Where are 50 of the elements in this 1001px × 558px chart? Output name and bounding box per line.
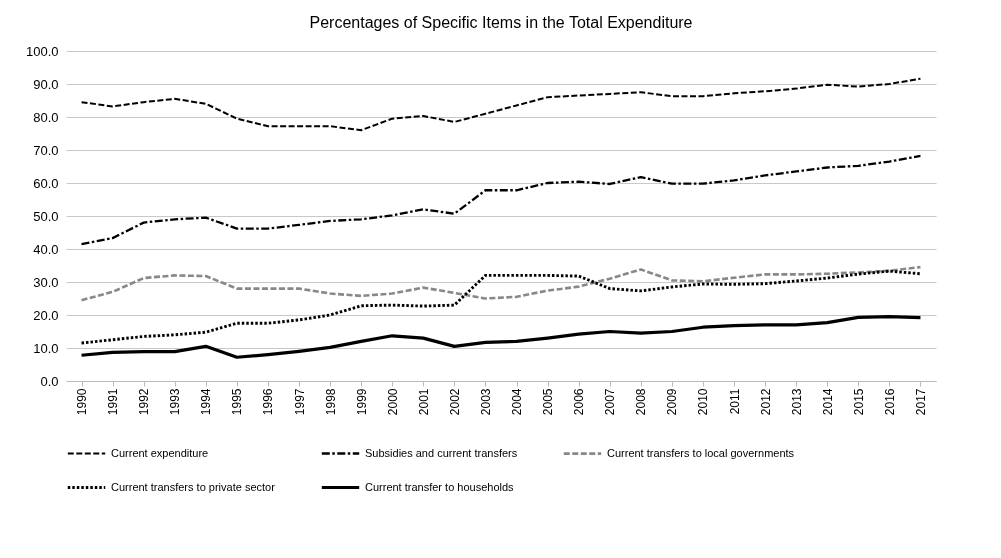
legend-label: Current transfer to households: [365, 480, 515, 493]
y-tick-label: 80.0: [33, 109, 59, 125]
line-series: [80, 77, 922, 132]
x-tick-label: 2013: [789, 388, 804, 416]
x-tick-label: 2003: [478, 388, 493, 416]
x-tick-label: 1999: [354, 388, 369, 416]
legend-label: Current transfers to local governments: [607, 446, 795, 459]
x-tick-label: 1994: [199, 388, 214, 416]
y-tick-label: 40.0: [33, 241, 59, 257]
x-tick-label: 2011: [727, 388, 742, 415]
y-tick-label: 50.0: [33, 208, 59, 224]
x-tick-label: 2009: [665, 388, 680, 416]
x-tick-label: 1992: [137, 388, 152, 416]
chart-title: Percentages of Specific Items in the Total Expenditure: [309, 14, 693, 31]
x-tick-label: 2000: [385, 388, 400, 416]
y-tick-label: 70.0: [33, 142, 59, 158]
x-tick-label: 2016: [882, 388, 897, 416]
x-tick-label: 2015: [851, 388, 866, 416]
x-tick-label: 2012: [758, 388, 773, 416]
x-tick-label: 2010: [696, 388, 711, 416]
y-tick-label: 30.0: [33, 274, 59, 290]
x-tick-label: 1997: [292, 388, 307, 416]
y-tick-label: 0.0: [40, 373, 59, 389]
y-tick-label: 60.0: [33, 175, 59, 191]
x-tick-label: 2005: [541, 388, 556, 416]
x-tick-label: 1990: [75, 388, 90, 416]
line-series: [80, 265, 922, 302]
x-tick-label: 1991: [106, 388, 121, 416]
x-tick-label: 2001: [416, 388, 431, 416]
line-series: [80, 269, 922, 345]
x-tick-label: 1993: [168, 388, 183, 416]
x-tick-label: 2002: [447, 388, 462, 416]
y-tick-label: 10.0: [33, 340, 59, 356]
x-tick-label: 1998: [323, 388, 338, 416]
x-tick-label: 2017: [913, 388, 928, 416]
legend-label: Subsidies and current transfers: [365, 446, 518, 459]
legend-label: Current transfers to private sector: [111, 480, 276, 493]
y-tick-label: 20.0: [33, 307, 59, 323]
y-tick-label: 90.0: [33, 76, 59, 92]
x-tick-label: 1996: [261, 388, 276, 416]
x-tick-label: 2006: [572, 388, 587, 416]
x-tick-label: 2007: [603, 388, 618, 416]
y-tick-label: 100.0: [25, 43, 59, 59]
x-tick-label: 1995: [230, 388, 245, 416]
x-tick-label: 2004: [510, 388, 525, 416]
x-tick-label: 2008: [634, 388, 649, 416]
legend-label: Current expenditure: [111, 446, 209, 459]
line-series: [79, 315, 923, 359]
x-tick-label: 2014: [820, 388, 835, 416]
line-series: [80, 154, 922, 246]
